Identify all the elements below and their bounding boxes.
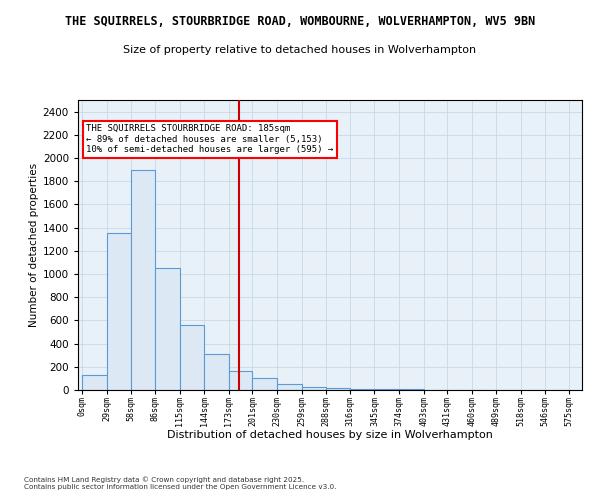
Bar [229,372,253,390]
Bar [277,384,302,390]
Y-axis label: Number of detached properties: Number of detached properties [29,163,38,327]
Bar [155,268,179,390]
Text: Contains HM Land Registry data © Crown copyright and database right 2025.
Contai: Contains HM Land Registry data © Crown c… [24,476,337,490]
Bar [350,389,374,390]
Bar [302,386,326,390]
X-axis label: Distribution of detached houses by size in Wolverhampton: Distribution of detached houses by size … [167,430,493,440]
Bar [253,378,277,390]
Bar [374,389,399,390]
Text: THE SQUIRRELS, STOURBRIDGE ROAD, WOMBOURNE, WOLVERHAMPTON, WV5 9BN: THE SQUIRRELS, STOURBRIDGE ROAD, WOMBOUR… [65,15,535,28]
Bar [326,388,350,390]
Bar [82,375,107,390]
Bar [131,170,155,390]
Bar [204,354,229,390]
Bar [107,234,131,390]
Text: Size of property relative to detached houses in Wolverhampton: Size of property relative to detached ho… [124,45,476,55]
Bar [179,325,204,390]
Text: THE SQUIRRELS STOURBRIDGE ROAD: 185sqm
← 89% of detached houses are smaller (5,1: THE SQUIRRELS STOURBRIDGE ROAD: 185sqm ←… [86,124,334,154]
